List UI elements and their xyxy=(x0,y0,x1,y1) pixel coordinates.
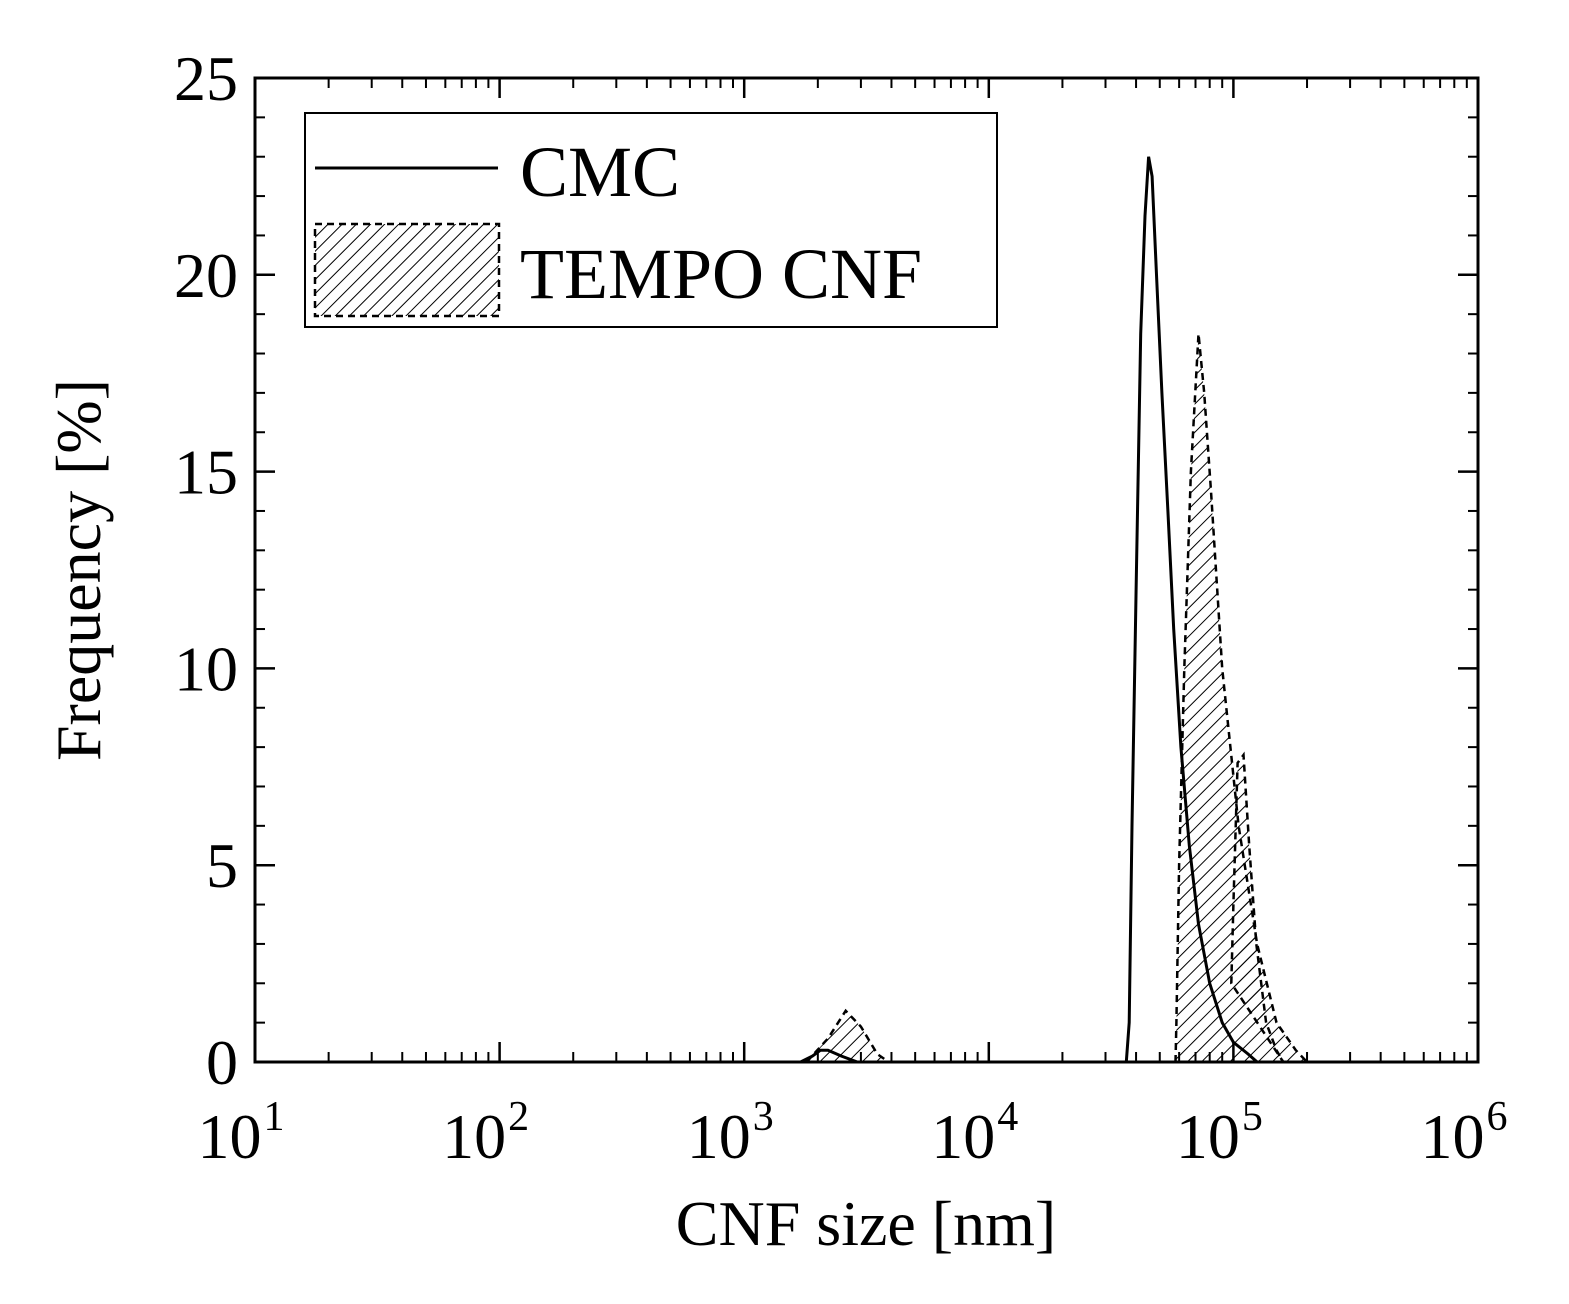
x-tick-label: 103 xyxy=(687,1094,774,1172)
series-cmc-peak-2 xyxy=(1124,156,1259,1064)
series-tempo-cnf-peak-3 xyxy=(803,1008,893,1064)
y-tick-label: 20 xyxy=(174,240,238,311)
x-tick-label: 105 xyxy=(1176,1094,1263,1172)
x-axis-label: CNF size [nm] xyxy=(676,1188,1056,1259)
plot-frame xyxy=(253,76,1480,1064)
series-tempo-cnf-peak-4 xyxy=(1174,333,1310,1064)
series-cmc-peak-1 xyxy=(799,1048,858,1064)
legend-label-tempo-cnf: TEMPO CNF xyxy=(520,234,922,314)
series-layer xyxy=(799,156,1310,1064)
legend-swatch-tempo-cnf xyxy=(313,222,501,318)
x-tick-label: 102 xyxy=(442,1094,529,1172)
y-tick-label: 25 xyxy=(174,43,238,114)
x-tick-label: 106 xyxy=(1421,1094,1508,1172)
x-tick-label: 104 xyxy=(931,1094,1018,1172)
y-tick-label: 0 xyxy=(206,1027,238,1098)
x-tick-label: 101 xyxy=(198,1094,285,1172)
legend-label-cmc: CMC xyxy=(520,132,680,212)
y-tick-label: 10 xyxy=(174,633,238,704)
y-tick-label: 5 xyxy=(206,830,238,901)
legend: CMC TEMPO CNF xyxy=(304,112,998,328)
y-tick-label: 15 xyxy=(174,437,238,508)
labels-layer: 101 102 103 104 105 106 0 5 10 15 20 25 xyxy=(174,43,1508,1172)
y-axis-label: Frequency [%] xyxy=(43,379,114,761)
ticks-layer xyxy=(253,76,1480,1064)
